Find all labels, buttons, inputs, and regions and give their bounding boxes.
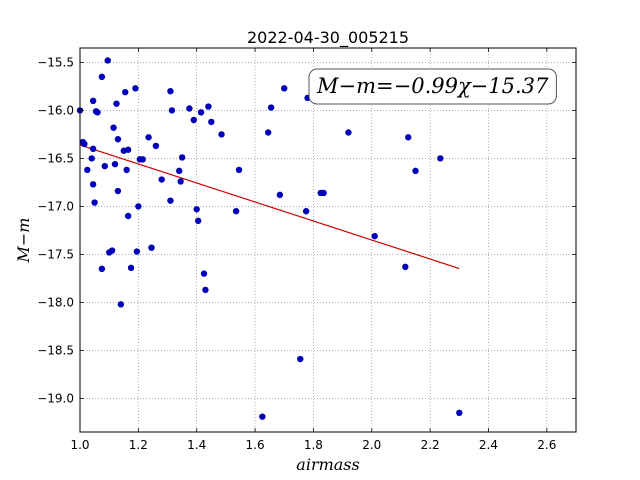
data-point <box>133 248 141 255</box>
data-point <box>127 264 135 272</box>
axes-layer: 1.0 1.2 1.4 1.6 1.8 2.0 2.2 2.4 2.6 −15.5 −16.0 −16… <box>37 47 577 452</box>
data-point <box>113 100 120 107</box>
data-point <box>124 146 132 153</box>
data-point <box>158 176 165 183</box>
data-point <box>117 301 125 308</box>
data-point <box>202 286 209 294</box>
y-axis-label: M−m <box>14 218 33 264</box>
data-point <box>264 129 272 136</box>
data-point <box>88 155 95 162</box>
data-point <box>111 160 119 168</box>
data-point <box>208 118 215 126</box>
data-point <box>218 131 225 138</box>
data-point <box>124 212 132 220</box>
x-tick-label: 1.0 <box>70 438 89 452</box>
chart-title: 2022-04-30_005215 <box>247 28 409 48</box>
data-point <box>456 409 463 416</box>
y-tick-label: −18.0 <box>37 295 74 309</box>
data-point <box>177 178 184 185</box>
data-point <box>152 142 160 150</box>
y-tick-label: −19.0 <box>37 391 74 405</box>
data-point <box>122 88 129 96</box>
x-tick-label: 2.6 <box>537 438 556 452</box>
y-tick-label: −18.5 <box>37 343 74 357</box>
data-point <box>302 208 310 215</box>
data-point <box>186 105 193 112</box>
annotation-frame <box>308 68 557 105</box>
data-point <box>108 247 116 254</box>
data-point <box>132 85 139 92</box>
data-point <box>167 88 174 95</box>
data-point <box>89 97 97 105</box>
data-point <box>193 206 200 213</box>
data-point <box>205 103 212 110</box>
x-tick-label: 1.6 <box>246 438 265 452</box>
data-point <box>135 203 142 210</box>
y-tick-label: −16.5 <box>37 151 74 165</box>
data-point <box>148 244 155 251</box>
data-point <box>371 232 378 240</box>
data-point <box>235 166 243 174</box>
data-point <box>194 217 202 224</box>
data-point <box>281 85 288 92</box>
data-point <box>178 154 186 161</box>
data-point <box>402 263 409 271</box>
points-layer <box>76 57 463 420</box>
y-tick-label: −16.0 <box>37 103 74 117</box>
data-point <box>190 116 197 124</box>
data-point <box>412 167 419 175</box>
data-point <box>89 145 97 152</box>
data-point <box>259 413 266 420</box>
y-tick-label: −17.5 <box>37 247 74 261</box>
data-point <box>94 109 101 116</box>
data-point <box>114 136 122 143</box>
data-point <box>110 124 117 131</box>
data-point <box>101 162 109 170</box>
data-point <box>91 199 98 206</box>
data-point <box>139 156 146 163</box>
data-point <box>168 107 176 114</box>
data-point <box>345 129 352 136</box>
data-point <box>98 73 106 81</box>
fit-layer <box>79 144 460 270</box>
data-point <box>176 167 183 175</box>
data-point <box>123 166 130 174</box>
x-tick-label: 2.0 <box>362 438 381 452</box>
x-tick-label: 2.4 <box>479 438 498 452</box>
data-point <box>145 134 152 141</box>
data-point <box>114 187 122 195</box>
data-point <box>98 265 106 272</box>
y-tick-label: −17.0 <box>37 199 74 213</box>
fit-line <box>79 144 460 270</box>
y-tick-label: −15.5 <box>37 55 74 69</box>
data-point <box>84 166 91 174</box>
plot-frame <box>79 47 577 433</box>
data-point <box>89 181 97 188</box>
x-tick-label: 1.8 <box>304 438 323 452</box>
data-point <box>81 140 88 148</box>
x-tick-label: 2.2 <box>421 438 440 452</box>
data-point <box>197 109 205 116</box>
x-tick-label: 1.2 <box>129 438 148 452</box>
data-point <box>437 155 444 162</box>
data-point <box>320 189 327 197</box>
data-point <box>297 355 304 363</box>
data-point <box>267 104 275 111</box>
data-point <box>200 270 208 277</box>
data-point <box>276 191 284 199</box>
data-point <box>167 197 174 204</box>
data-point <box>405 134 412 141</box>
data-point <box>104 57 111 64</box>
data-point <box>232 208 240 215</box>
x-axis-label: airmass <box>296 455 359 474</box>
fit-equation: M−m=−0.99χ−15.37 <box>316 74 549 98</box>
annotation-box: M−m=−0.99χ−15.37 <box>308 68 557 105</box>
x-tick-label: 1.4 <box>187 438 206 452</box>
